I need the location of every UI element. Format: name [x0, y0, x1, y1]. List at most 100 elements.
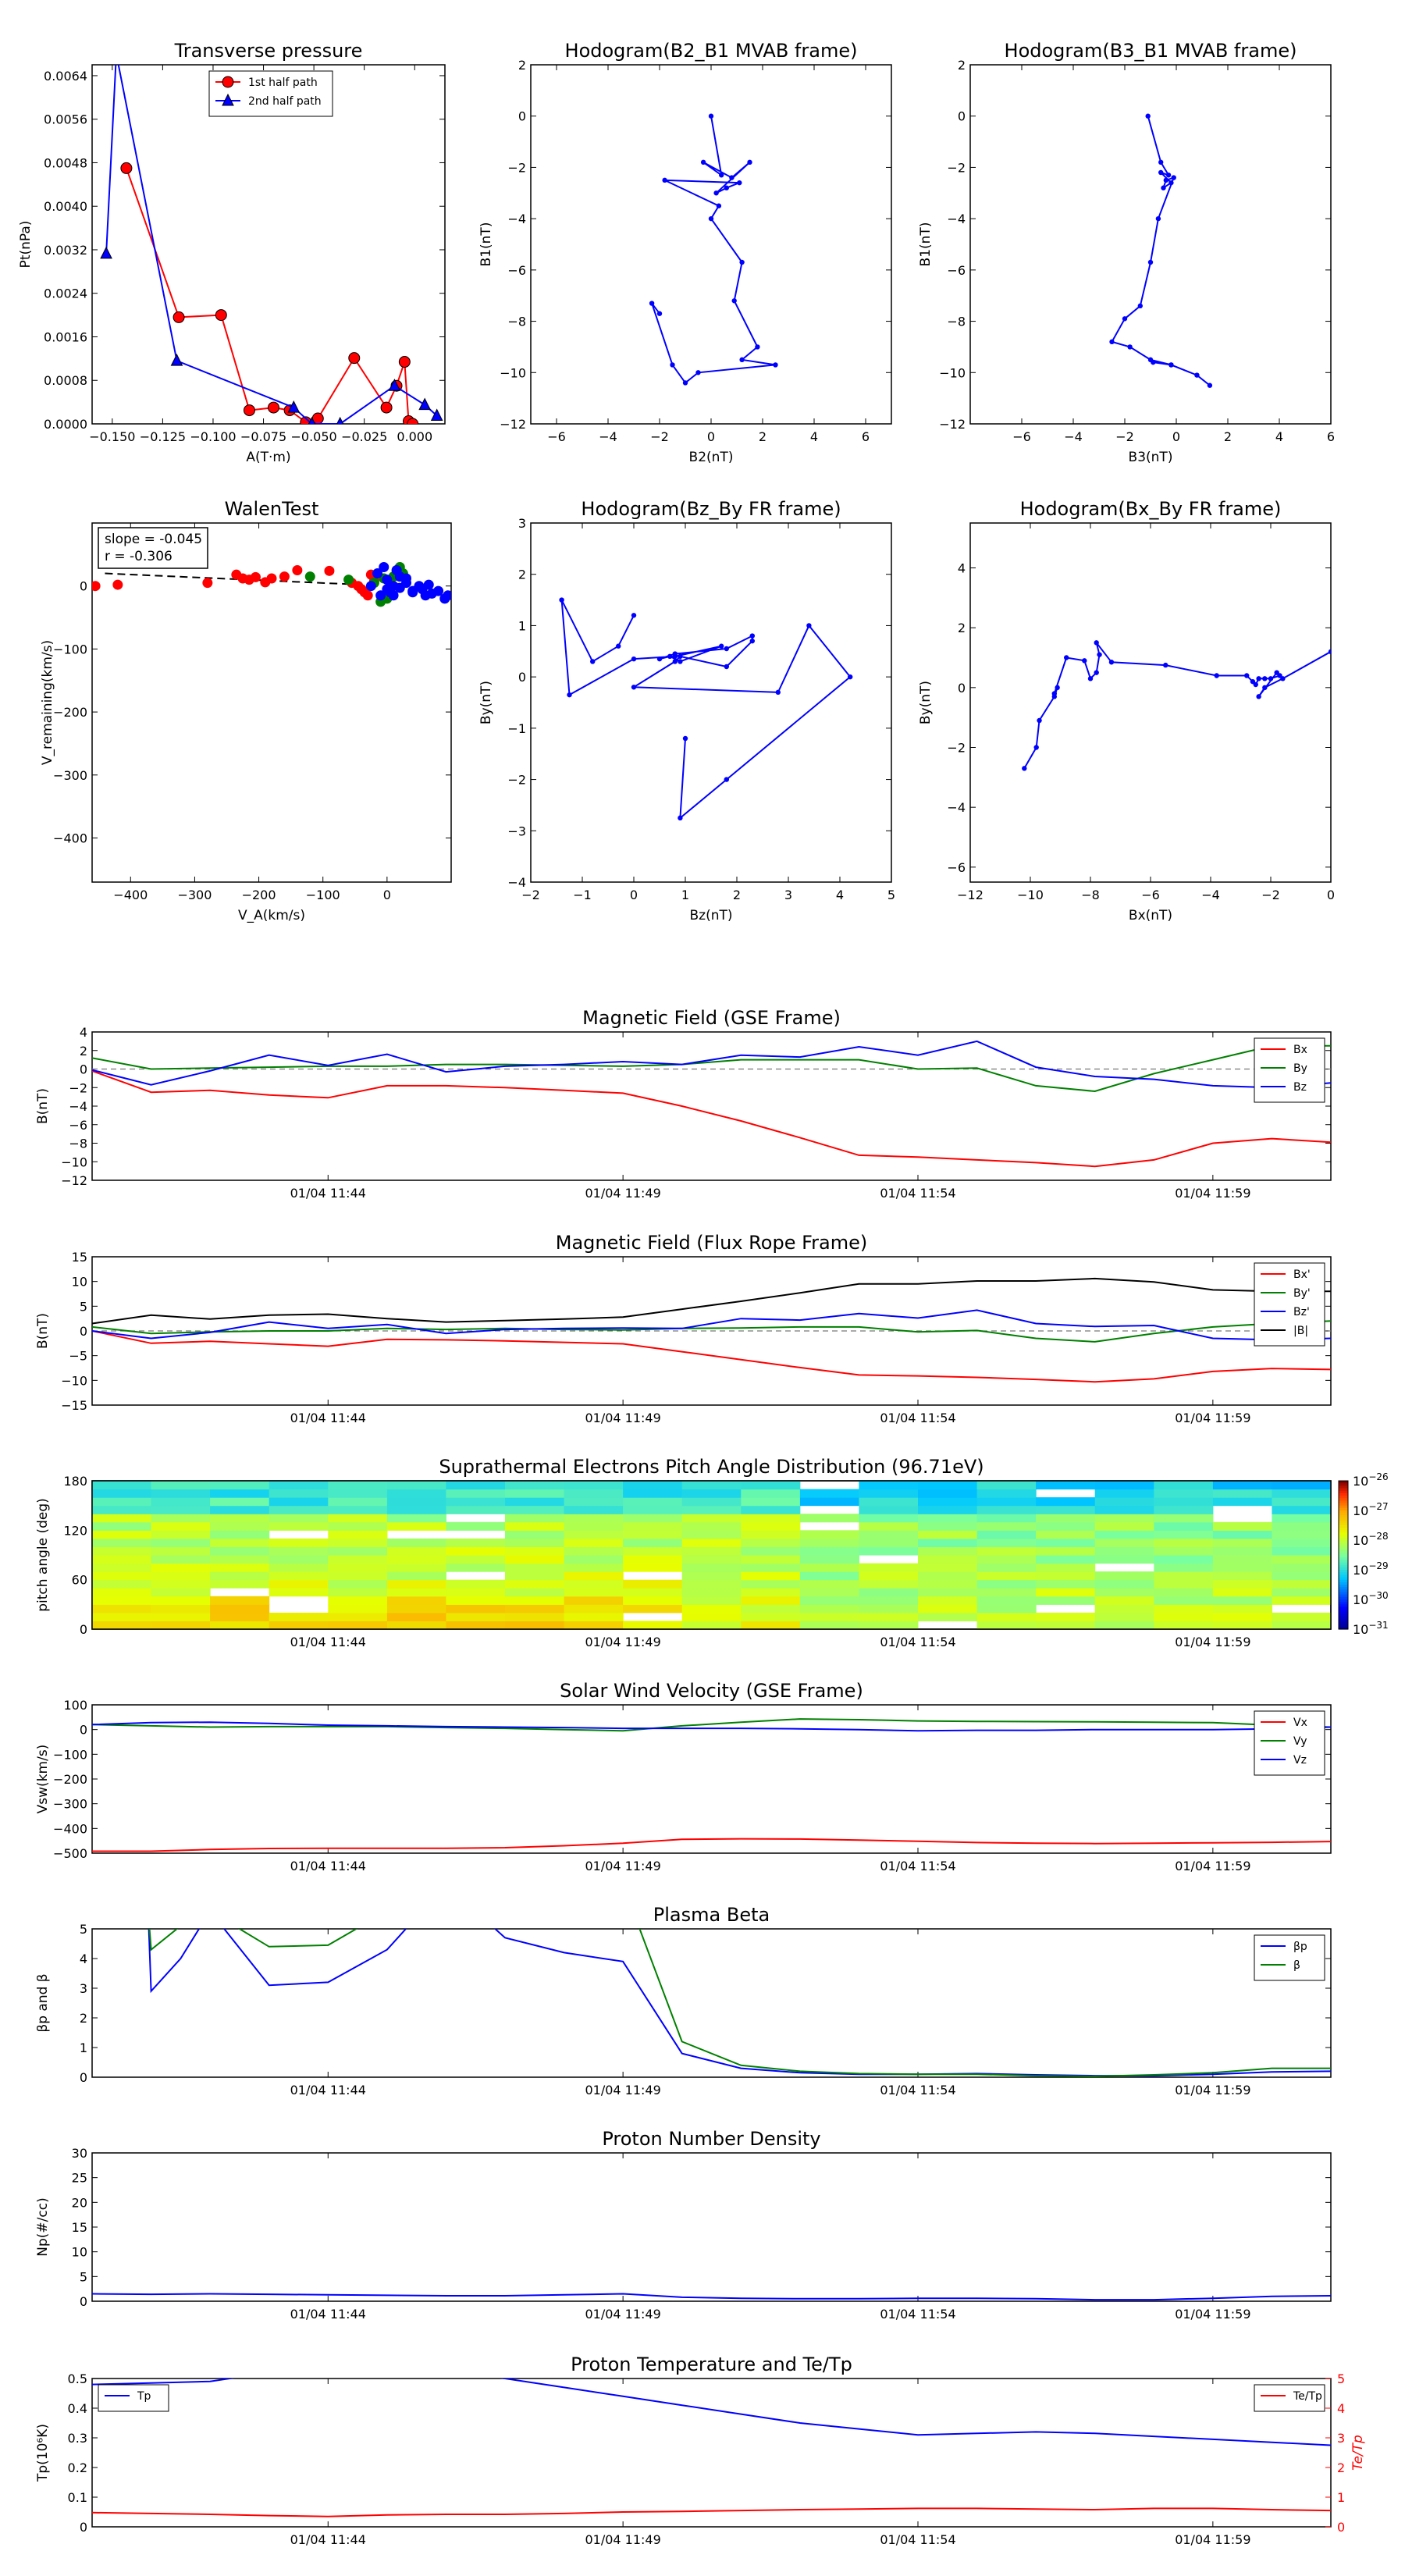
data-point [267, 401, 279, 414]
x-tick-label: −0.150 [89, 429, 135, 444]
axes-frame [530, 522, 892, 883]
heatmap-cell [1036, 1514, 1096, 1523]
y-right-tick-label: 2 [1337, 2460, 1345, 2475]
heatmap-cell [505, 1538, 565, 1547]
x-tick-label: 3 [784, 888, 792, 902]
colorbar-segment [1339, 1483, 1348, 1486]
heatmap-cell [1212, 1489, 1272, 1498]
heatmap-cell [446, 1538, 506, 1547]
colorbar-exponent: −28 [1368, 1531, 1388, 1542]
colorbar-segment [1339, 1626, 1348, 1630]
data-point [567, 692, 572, 698]
heatmap-cell [918, 1596, 978, 1605]
heatmap-cell [505, 1530, 565, 1539]
heatmap-cell [681, 1538, 742, 1547]
y-tick-label: −6 [507, 263, 526, 278]
data-point [695, 370, 701, 375]
heatmap-cell [151, 1546, 211, 1556]
y-tick-label: 2 [958, 621, 966, 635]
heatmap-cell [741, 1621, 801, 1630]
y-axis-label: B(nT) [35, 1088, 51, 1124]
y-tick-label: −5 [69, 1349, 87, 1364]
heatmap-cell [623, 1604, 683, 1614]
y-tick-label: 0 [518, 109, 526, 124]
heatmap-cell [386, 1555, 446, 1564]
colorbar-label: 10−26 [1353, 1471, 1389, 1489]
x-tick-label: −1 [573, 888, 592, 902]
heatmap-cell [505, 1612, 565, 1621]
chart-mag_gse: Magnetic Field (GSE Frame) 01/04 11:44 01/… [35, 1007, 1332, 1201]
heatmap-cell [210, 1514, 270, 1523]
heatmap-cell [269, 1481, 329, 1490]
heatmap-cell [446, 1588, 506, 1597]
heatmap-cell [151, 1596, 211, 1605]
heatmap-cell [151, 1555, 211, 1564]
heatmap-cell [386, 1514, 446, 1523]
y-tick-label: −2 [947, 160, 966, 175]
heatmap-cell [1154, 1546, 1214, 1556]
heatmap-cell [1094, 1588, 1154, 1597]
heatmap-cell [210, 1579, 270, 1589]
colorbar-segment [1339, 1507, 1348, 1511]
heatmap-cell [976, 1546, 1037, 1556]
y-right-tick-label: 5 [1337, 2371, 1345, 2386]
colorbar-segment [1339, 1557, 1348, 1560]
heatmap-cell [210, 1505, 270, 1514]
heatmap-cell [976, 1530, 1037, 1539]
plot-area [92, 1040, 1331, 1168]
axes-frame [91, 1031, 1332, 1181]
heatmap-cell [1212, 1563, 1272, 1572]
scatter-point [372, 568, 383, 579]
heatmap-cell [328, 1505, 388, 1514]
x-tick-label: 0 [1172, 429, 1180, 444]
plot-area [92, 1718, 1331, 1852]
scatter-point [382, 584, 393, 595]
heatmap-cell [210, 1497, 270, 1507]
heatmap-cell [92, 1555, 152, 1564]
colorbar-segment [1339, 1505, 1348, 1509]
y-tick-label: −8 [947, 315, 966, 329]
scatter-point [433, 585, 444, 596]
heatmap-cell [564, 1588, 624, 1597]
x-axis-label: V_A(km/s) [238, 908, 305, 923]
x-tick-label: 01/04 11:59 [1175, 1411, 1250, 1425]
colorbar-segment [1339, 1532, 1348, 1536]
annotation-text: slope = -0.045 [105, 532, 202, 547]
data-point [755, 344, 760, 350]
heatmap-cell [859, 1489, 919, 1498]
x-tick-label: −100 [306, 888, 340, 902]
heatmap-cell [681, 1521, 742, 1531]
heatmap-cell [386, 1538, 446, 1547]
data-point [708, 215, 714, 222]
heatmap-cell [741, 1538, 801, 1547]
y-tick-label: 2 [80, 1044, 87, 1059]
x-tick-label: 4 [1275, 429, 1283, 444]
heatmap-cell [681, 1489, 742, 1498]
colorbar-segment [1339, 1550, 1348, 1553]
heatmap-cell [151, 1521, 211, 1531]
data-point [430, 408, 443, 422]
heatmap-cell [1154, 1538, 1214, 1547]
heatmap-cell [269, 1571, 329, 1581]
heatmap-cell [1036, 1530, 1096, 1539]
heatmap-cell [328, 1497, 388, 1507]
x-tick-label: 01/04 11:59 [1175, 2307, 1250, 2322]
heatmap-cell [1036, 1555, 1096, 1564]
heatmap-cell [328, 1514, 388, 1523]
legend-entry: Vz [1293, 1754, 1307, 1767]
heatmap-cell [210, 1555, 270, 1564]
heatmap-cell [859, 1521, 919, 1531]
heatmap-cell [1094, 1579, 1154, 1589]
y-tick-label: 15 [72, 2220, 87, 2235]
x-tick-label: 01/04 11:54 [880, 2307, 955, 2322]
y-tick-label: 0 [80, 2070, 87, 2085]
data-point [1033, 745, 1039, 750]
heatmap-cell [799, 1571, 859, 1581]
colorbar-segment [1339, 1513, 1348, 1516]
colorbar-segment [1339, 1621, 1348, 1625]
heatmap-cell [623, 1514, 683, 1523]
data-point [1064, 655, 1069, 660]
x-tick-label: −0.050 [291, 429, 337, 444]
data-point [662, 177, 667, 183]
